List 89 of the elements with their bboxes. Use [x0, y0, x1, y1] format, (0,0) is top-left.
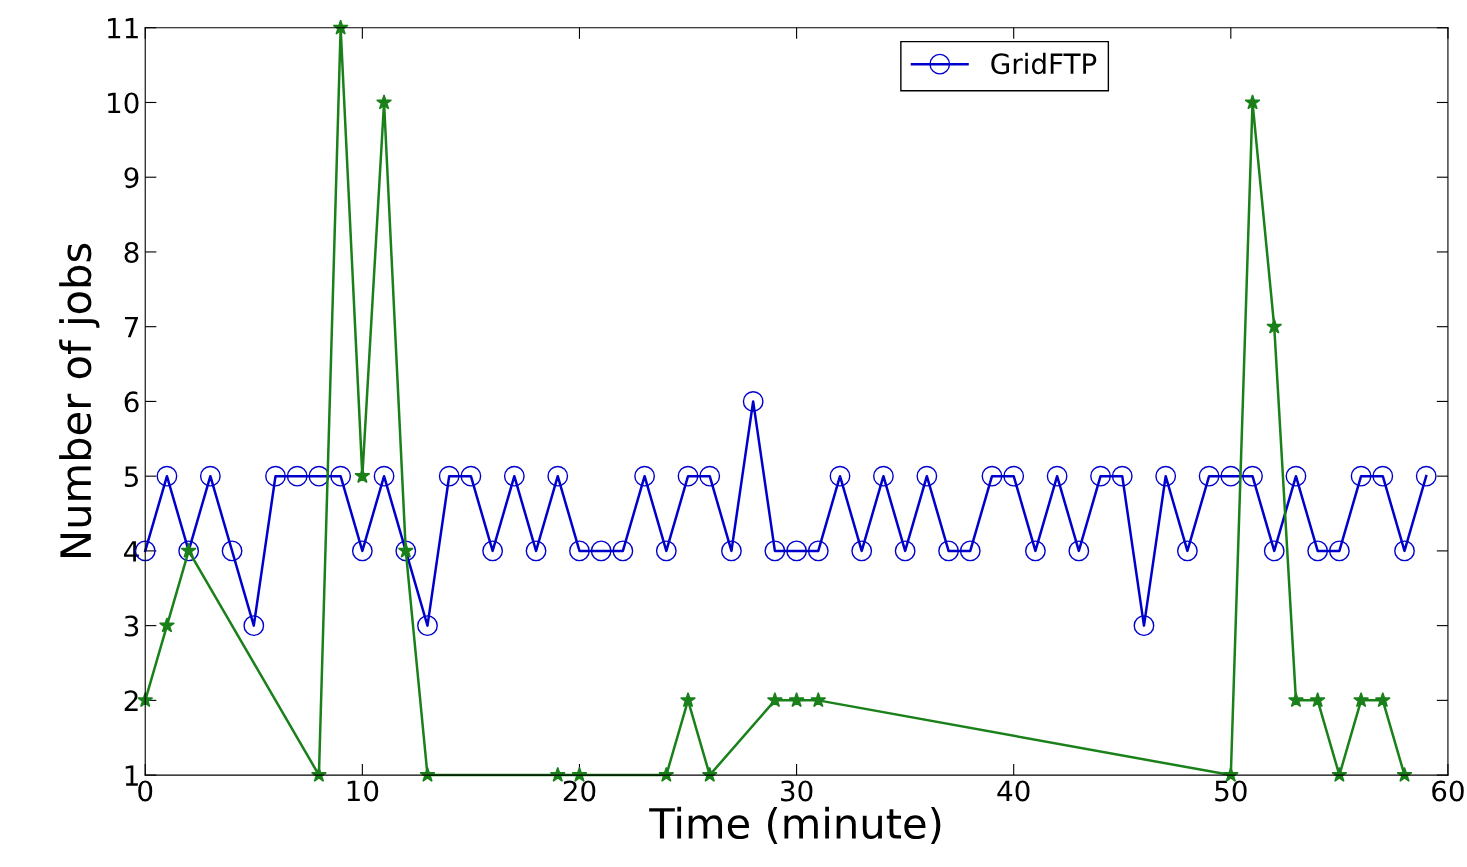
point — [438, 465, 460, 487]
point — [1372, 465, 1394, 487]
point — [764, 540, 786, 562]
x-axis-title: Time (minute) — [649, 806, 941, 844]
point — [417, 615, 438, 637]
point — [376, 94, 393, 110]
point — [137, 692, 154, 708]
point — [634, 465, 656, 487]
point — [810, 692, 827, 708]
point — [851, 540, 873, 562]
point — [612, 540, 634, 562]
point — [1415, 465, 1437, 487]
x-tick-label: 40 — [997, 780, 1030, 802]
point — [1263, 540, 1285, 562]
point — [680, 692, 696, 708]
x-tick-label: 10 — [347, 780, 379, 802]
point — [655, 540, 677, 562]
point — [699, 465, 721, 487]
point — [1350, 465, 1372, 487]
point — [742, 391, 764, 412]
y-tick-label: 10 — [108, 92, 139, 114]
point — [1111, 465, 1133, 487]
point — [829, 465, 851, 487]
point — [547, 465, 569, 487]
point — [1133, 615, 1155, 637]
point — [807, 540, 829, 562]
point — [1068, 540, 1090, 562]
point — [873, 465, 894, 487]
point — [677, 465, 699, 487]
point — [158, 617, 175, 633]
point — [482, 540, 504, 562]
point — [721, 540, 742, 562]
legend-label: GridFTP — [991, 52, 1097, 75]
point — [569, 540, 590, 562]
point — [1220, 465, 1242, 487]
point — [766, 692, 783, 708]
point — [1353, 692, 1370, 708]
y-tick-label: 1 — [125, 765, 138, 786]
point — [916, 465, 938, 487]
point — [1287, 692, 1304, 708]
point — [330, 465, 352, 487]
point — [525, 540, 547, 562]
point — [1244, 94, 1261, 110]
point — [199, 465, 221, 487]
x-tick-label: 20 — [563, 780, 596, 802]
point — [959, 540, 981, 562]
y-tick-label: 5 — [124, 466, 138, 488]
y-tick-label: 11 — [108, 18, 138, 39]
point — [894, 540, 916, 562]
point — [1309, 692, 1326, 708]
point — [590, 540, 612, 562]
x-tick-label: 30 — [781, 780, 813, 802]
point — [156, 465, 178, 487]
point — [1024, 540, 1046, 562]
point — [1266, 318, 1283, 334]
point — [221, 540, 243, 562]
point — [351, 540, 373, 562]
point — [1242, 465, 1263, 487]
y-tick-label: 3 — [124, 615, 139, 637]
point — [460, 465, 482, 487]
point — [1328, 540, 1350, 562]
point — [286, 465, 308, 487]
point — [503, 465, 525, 487]
point — [981, 465, 1003, 487]
point — [1176, 540, 1198, 562]
x-tick-label: 0 — [138, 780, 153, 802]
point — [373, 465, 395, 487]
point — [1155, 465, 1177, 487]
y-tick-label: 6 — [124, 391, 139, 413]
point — [786, 540, 807, 562]
point — [265, 465, 286, 487]
x-tick-label: 50 — [1215, 780, 1247, 802]
y-tick-label: 7 — [124, 316, 138, 338]
point — [1198, 465, 1220, 487]
point — [1307, 540, 1329, 562]
point — [1090, 465, 1111, 487]
y-axis-title: Number of jobs — [59, 243, 100, 557]
x-tick-label: 60 — [1432, 780, 1464, 802]
y-tick-label: 2 — [124, 690, 138, 711]
point — [1046, 465, 1068, 487]
point — [938, 540, 959, 562]
y-tick-label: 9 — [124, 167, 139, 189]
point — [1285, 465, 1307, 487]
point — [1374, 692, 1391, 708]
point — [1394, 540, 1415, 562]
y-tick-label: 8 — [124, 241, 139, 263]
point — [243, 615, 265, 637]
point — [1003, 465, 1025, 487]
point — [788, 692, 805, 708]
